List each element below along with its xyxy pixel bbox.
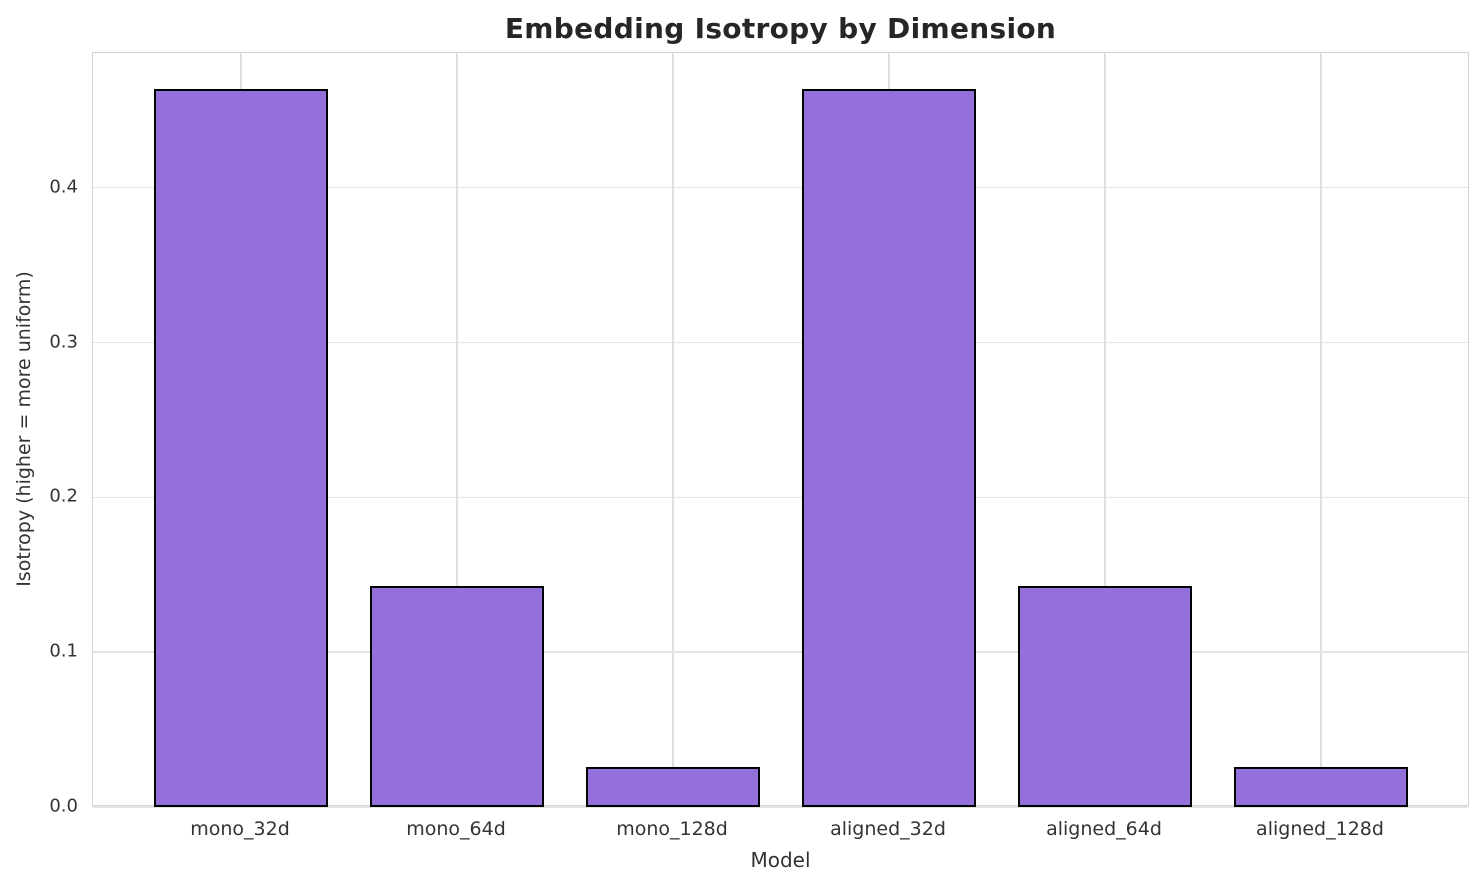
h-gridline xyxy=(93,341,1468,344)
v-gridline xyxy=(1104,53,1106,805)
y-tick-label: 0.0 xyxy=(49,795,78,817)
y-tick-label: 0.1 xyxy=(49,640,78,662)
x-axis-label: Model xyxy=(750,848,811,872)
bar-aligned_32d xyxy=(802,88,976,807)
y-tick-label: 0.3 xyxy=(49,331,78,353)
h-gridline xyxy=(93,806,1468,808)
x-tick-label: aligned_128d xyxy=(1256,818,1384,840)
bar-aligned_128d xyxy=(1234,766,1408,807)
x-tick-label: mono_128d xyxy=(616,818,728,840)
bar-mono_64d xyxy=(370,585,544,807)
bar-mono_32d xyxy=(154,88,328,807)
y-tick-label: 0.2 xyxy=(49,485,78,507)
x-tick-label: aligned_64d xyxy=(1046,818,1162,840)
y-axis-label: Isotropy (higher = more uniform) xyxy=(13,271,35,587)
x-tick-label: mono_64d xyxy=(406,818,506,840)
chart-title: Embedding Isotropy by Dimension xyxy=(504,12,1057,45)
y-tick-label: 0.4 xyxy=(49,176,78,198)
v-gridline xyxy=(456,53,458,805)
x-tick-label: mono_32d xyxy=(190,818,290,840)
h-gridline xyxy=(93,186,1468,189)
h-gridline xyxy=(93,651,1468,653)
bar-mono_128d xyxy=(586,766,760,807)
plot-area xyxy=(92,52,1469,808)
v-gridline xyxy=(1320,53,1322,805)
v-gridline xyxy=(672,53,674,805)
bar-aligned_64d xyxy=(1018,585,1192,807)
x-tick-label: aligned_32d xyxy=(830,818,946,840)
h-gridline xyxy=(93,496,1468,499)
